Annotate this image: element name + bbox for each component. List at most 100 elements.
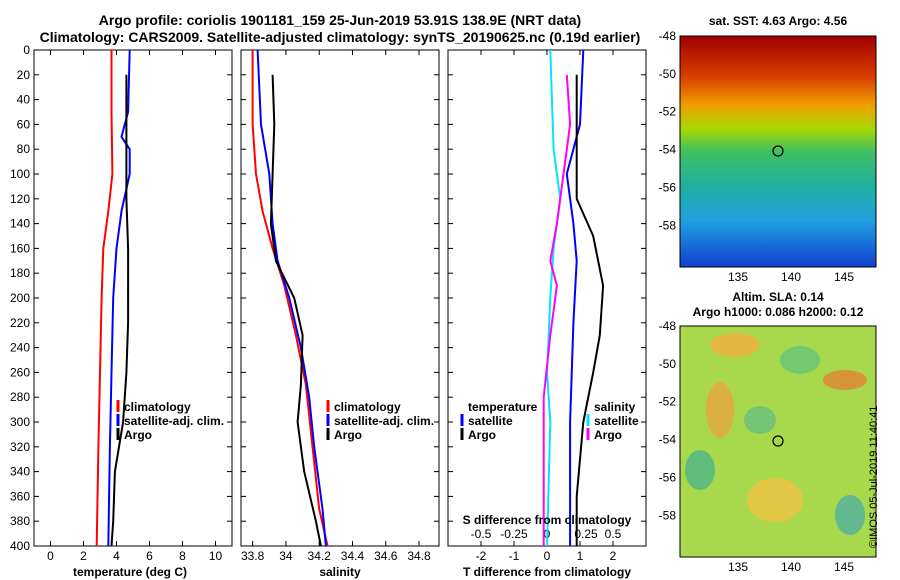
map-y-tick-label: -52 — [659, 395, 677, 409]
series-line-s-satellite — [545, 49, 562, 547]
x-tick-label: 6 — [146, 549, 153, 563]
series-line-s-argo — [542, 74, 572, 546]
map-x-tick-label: 140 — [781, 560, 801, 574]
x-tick-label: -2 — [476, 549, 487, 563]
legend-label-s-satellite: satellite — [594, 414, 639, 428]
imos-watermark: ©IMOS 05-Jul-2019 11:40:41 — [868, 405, 880, 548]
map-y-tick-label: -48 — [659, 29, 677, 43]
y-tick-label: 400 — [10, 539, 30, 553]
legend-label-satellite: satellite-adj. clim. — [124, 414, 224, 428]
series-line-t-satellite — [565, 49, 585, 546]
map-y-tick-label: -54 — [659, 143, 677, 157]
argo-location-marker — [772, 435, 784, 447]
y-tick-label: 240 — [10, 341, 30, 355]
title-line-2: Climatology: CARS2009. Satellite-adjuste… — [39, 29, 641, 45]
y-tick-label: 0 — [23, 43, 30, 57]
y-tick-label: 120 — [10, 192, 30, 206]
x-tick-label: -1 — [509, 549, 520, 563]
y-tick-label: 60 — [17, 117, 31, 131]
map-y-tick-label: -50 — [659, 357, 677, 371]
y-tick-label: 260 — [10, 365, 30, 379]
map-y-tick-label: -58 — [659, 508, 677, 522]
difference-legend: temperature satellite Argo salinity sate… — [460, 400, 639, 442]
map-x-tick-label: 135 — [728, 560, 748, 574]
top-tick-label: -0.5 — [471, 527, 492, 541]
series-line-satellite-adj-clim- — [256, 49, 327, 547]
title-line-1: Argo profile: coriolis 1901181_159 25-Ju… — [98, 12, 582, 28]
legend-label-climatology: climatology — [124, 400, 191, 414]
temperature-panel-frame — [33, 49, 233, 547]
map-x-tick-label: 140 — [781, 270, 801, 284]
series-line-satellite-adj-clim- — [107, 49, 131, 547]
map-x-tick-label: 145 — [834, 560, 854, 574]
map-y-tick-label: -52 — [659, 105, 677, 119]
legend-label-t-argo: Argo — [468, 428, 496, 442]
difference-toplabel: S difference from climatology — [463, 513, 632, 527]
map-y-tick-label: -56 — [659, 180, 677, 194]
x-tick-label: 8 — [179, 549, 186, 563]
x-tick-label: 34.6 — [374, 549, 398, 563]
legend-label-temperature: temperature — [468, 400, 538, 414]
top-tick-label: 0.5 — [605, 527, 622, 541]
sst-map-title: sat. SST: 4.63 Argo: 4.56 — [709, 14, 848, 28]
salinity-panel-frame — [240, 49, 440, 547]
x-tick-label: 34 — [279, 549, 293, 563]
top-tick-label: 0.25 — [574, 527, 598, 541]
x-tick-label: 34.8 — [407, 549, 431, 563]
difference-xlabel: T difference from climatology — [463, 565, 631, 579]
x-tick-label: 4 — [113, 549, 120, 563]
map-y-tick-label: -54 — [659, 433, 677, 447]
sla-map-title-2: Argo h1000: 0.086 h2000: 0.12 — [693, 305, 864, 319]
y-tick-label: 200 — [10, 291, 30, 305]
top-tick-label: -0.25 — [500, 527, 528, 541]
series-line-t-argo — [575, 74, 605, 546]
x-tick-label: 10 — [209, 549, 223, 563]
x-tick-label: 34.2 — [308, 549, 332, 563]
x-tick-label: 33.8 — [241, 549, 265, 563]
y-tick-label: 360 — [10, 489, 30, 503]
legend-label-satellite: satellite-adj. clim. — [334, 414, 434, 428]
legend-label-argo: Argo — [334, 428, 362, 442]
temperature-xlabel: temperature (deg C) — [73, 565, 187, 579]
salinity-legend: climatology satellite-adj. clim. Argo — [326, 400, 434, 442]
sla-map — [679, 325, 877, 558]
map-y-tick-label: -58 — [659, 218, 677, 232]
x-tick-label: 34.4 — [341, 549, 365, 563]
map-y-tick-label: -56 — [659, 470, 677, 484]
y-tick-label: 100 — [10, 167, 30, 181]
map-x-tick-label: 145 — [834, 270, 854, 284]
salinity-xlabel: salinity — [319, 565, 361, 579]
temperature-legend: climatology satellite-adj. clim. Argo — [116, 400, 224, 442]
y-tick-label: 300 — [10, 415, 30, 429]
y-tick-label: 80 — [17, 142, 31, 156]
series-line-climatology — [251, 50, 329, 547]
map-y-tick-label: -48 — [659, 319, 677, 333]
legend-label-salinity: salinity — [594, 400, 636, 414]
y-tick-label: 140 — [10, 217, 30, 231]
map-x-tick-label: 135 — [728, 270, 748, 284]
legend-label-climatology: climatology — [334, 400, 401, 414]
map-y-tick-label: -50 — [659, 67, 677, 81]
y-tick-label: 180 — [10, 266, 30, 280]
x-tick-label: 1 — [577, 549, 584, 563]
series-line-climatology — [95, 50, 114, 547]
x-tick-label: 0 — [47, 549, 54, 563]
y-tick-label: 320 — [10, 440, 30, 454]
y-tick-label: 160 — [10, 241, 30, 255]
x-tick-label: 0 — [544, 549, 551, 563]
y-tick-label: 220 — [10, 316, 30, 330]
y-tick-label: 40 — [17, 93, 31, 107]
series-line-argo — [269, 74, 322, 547]
y-tick-label: 20 — [17, 68, 31, 82]
legend-label-argo: Argo — [124, 428, 152, 442]
argo-location-marker — [772, 145, 784, 157]
legend-label-s-argo: Argo — [594, 428, 622, 442]
y-tick-label: 380 — [10, 514, 30, 528]
difference-panel-frame — [447, 49, 647, 547]
legend-label-t-satellite: satellite — [468, 414, 513, 428]
sla-map-title-1: Altim. SLA: 0.14 — [732, 290, 824, 304]
series-line-argo — [110, 74, 130, 547]
y-tick-label: 340 — [10, 465, 30, 479]
x-tick-label: 2 — [610, 549, 617, 563]
